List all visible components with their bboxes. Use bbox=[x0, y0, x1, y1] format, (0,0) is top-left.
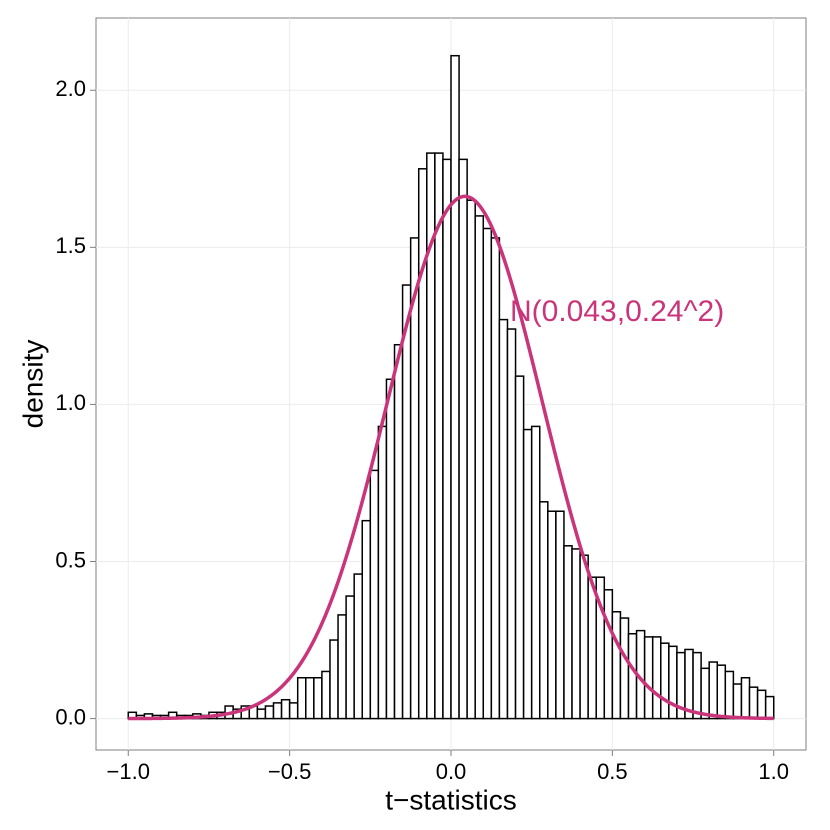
y-tick-label: 1.5 bbox=[55, 233, 86, 258]
bars bbox=[127, 54, 775, 720]
x-axis-title: t−statistics bbox=[385, 784, 516, 815]
bar bbox=[668, 645, 678, 720]
bar bbox=[337, 614, 347, 720]
x-tick-label: 0.0 bbox=[436, 759, 467, 784]
bar bbox=[700, 667, 710, 720]
bar bbox=[466, 199, 476, 720]
curve-layer: N(0.043,0.24^2) bbox=[128, 194, 774, 721]
x-tick-label: −0.5 bbox=[268, 759, 311, 784]
bar bbox=[563, 545, 573, 720]
bar bbox=[458, 158, 468, 720]
bar bbox=[748, 686, 759, 720]
bar bbox=[490, 237, 501, 720]
bar bbox=[313, 676, 323, 720]
bar bbox=[571, 548, 581, 720]
x-tick-label: 1.0 bbox=[758, 759, 789, 784]
bar bbox=[660, 642, 670, 720]
x-tick-label: 0.5 bbox=[597, 759, 628, 784]
bar bbox=[522, 428, 533, 720]
bar bbox=[514, 375, 525, 720]
bar bbox=[474, 215, 485, 720]
bar bbox=[619, 617, 630, 720]
bar bbox=[587, 576, 597, 720]
bar bbox=[442, 158, 452, 720]
bar bbox=[539, 501, 549, 720]
bar bbox=[708, 661, 719, 720]
bar bbox=[385, 378, 396, 720]
bar bbox=[547, 510, 557, 720]
y-tick-label: 1.0 bbox=[55, 390, 86, 415]
bar bbox=[296, 676, 307, 720]
bar bbox=[724, 670, 735, 720]
bar bbox=[555, 510, 565, 720]
bar bbox=[256, 708, 267, 720]
bar bbox=[321, 670, 331, 720]
curve-label: N(0.043,0.24^2) bbox=[510, 295, 724, 328]
bar bbox=[732, 683, 743, 720]
bar bbox=[288, 702, 299, 720]
x-tick-label: −1.0 bbox=[107, 759, 150, 784]
bar bbox=[756, 689, 767, 720]
y-tick-label: 2.0 bbox=[55, 76, 86, 101]
bar bbox=[377, 425, 388, 720]
bar bbox=[579, 554, 589, 720]
bar bbox=[434, 152, 444, 720]
y-axis-title: density bbox=[17, 340, 48, 429]
bar bbox=[369, 469, 380, 720]
bar bbox=[280, 698, 291, 720]
bar bbox=[627, 633, 638, 720]
y-tick-label: 0.0 bbox=[55, 704, 86, 729]
bar bbox=[305, 676, 315, 720]
bar bbox=[417, 168, 428, 720]
bar bbox=[450, 54, 460, 720]
bar bbox=[498, 318, 509, 720]
bar bbox=[611, 611, 622, 720]
bar bbox=[764, 695, 775, 720]
bar bbox=[603, 589, 614, 720]
bar bbox=[482, 227, 493, 720]
bar bbox=[740, 676, 751, 720]
y-tick-label: 0.5 bbox=[55, 547, 86, 572]
bar bbox=[716, 664, 727, 720]
bar bbox=[353, 573, 364, 720]
bar bbox=[345, 595, 355, 720]
bar bbox=[643, 636, 654, 720]
bar bbox=[329, 639, 339, 720]
bar bbox=[651, 636, 662, 720]
normal-curve bbox=[128, 194, 774, 721]
bar bbox=[692, 651, 702, 720]
bar bbox=[264, 705, 275, 720]
bar bbox=[393, 343, 404, 720]
bar bbox=[272, 702, 283, 720]
bar bbox=[506, 328, 517, 720]
bar bbox=[361, 519, 372, 720]
bar bbox=[401, 284, 412, 720]
bar bbox=[530, 425, 541, 720]
